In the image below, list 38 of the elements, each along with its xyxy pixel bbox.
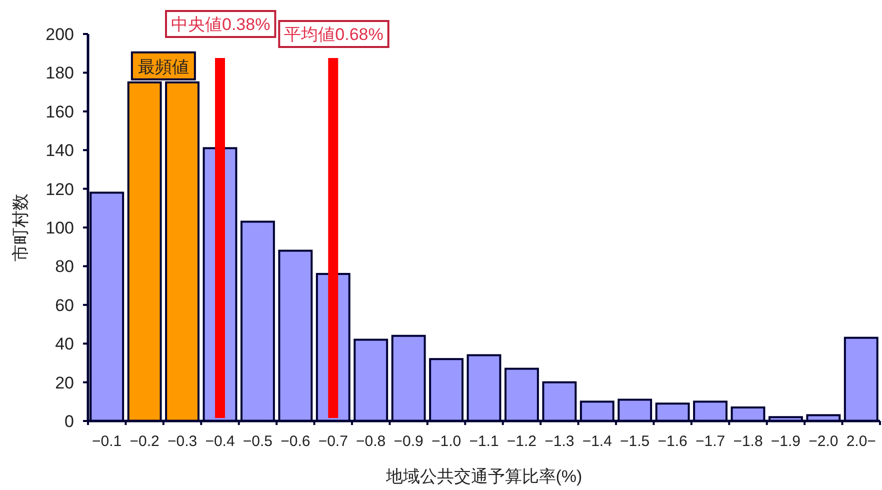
y-tick-label: 140 <box>46 141 74 160</box>
y-tick-label: 60 <box>55 296 74 315</box>
x-tick-label: −0.9 <box>394 433 424 450</box>
x-tick-label: −0.6 <box>280 433 310 450</box>
y-tick-label: 200 <box>46 25 74 44</box>
x-tick-label: −1.2 <box>506 433 537 450</box>
y-tick-label: 20 <box>55 373 74 392</box>
x-tick-label: −1.1 <box>469 433 499 450</box>
y-tick-label: 180 <box>46 64 74 83</box>
y-tick-label: 100 <box>46 218 74 238</box>
x-tick-label: −0.8 <box>356 433 386 450</box>
x-tick-label: 2.0− <box>846 433 876 450</box>
x-tick-label: −0.4 <box>205 433 235 450</box>
annotation: 最頻値 <box>130 51 196 80</box>
y-axis-title: 市町村数 <box>11 194 30 262</box>
y-tick-label: 120 <box>46 180 74 199</box>
x-tick-label: −0.7 <box>318 433 348 450</box>
x-tick-label: −2.0 <box>808 433 838 450</box>
x-tick-label: −0.2 <box>130 433 160 450</box>
y-tick-label: 80 <box>55 257 74 276</box>
x-tick-label: −0.3 <box>167 433 198 450</box>
ref-line-label: 平均値0.68% <box>284 25 384 44</box>
x-tick-label: −0.5 <box>242 433 273 450</box>
x-tick-label: −1.6 <box>658 433 688 450</box>
x-tick-label: −1.5 <box>620 433 650 450</box>
x-tick-label: −1.0 <box>431 433 462 450</box>
y-tick-label: 160 <box>46 102 74 122</box>
annotation: 最頻値 <box>138 57 189 76</box>
x-tick-label: −1.7 <box>695 433 726 450</box>
x-tick-label: −1.3 <box>544 433 574 450</box>
y-tick-label: 0 <box>64 412 74 431</box>
x-axis-title: 地域公共交通予算比率(%) <box>384 467 582 486</box>
x-tick-label: −1.4 <box>582 433 612 450</box>
y-tick-label: 40 <box>55 334 74 354</box>
x-tick-label: −0.1 <box>92 433 122 450</box>
ref-line-label: 中央値0.38% <box>171 15 270 34</box>
x-tick-label: −1.8 <box>733 433 763 450</box>
x-tick-label: −1.9 <box>770 433 801 450</box>
